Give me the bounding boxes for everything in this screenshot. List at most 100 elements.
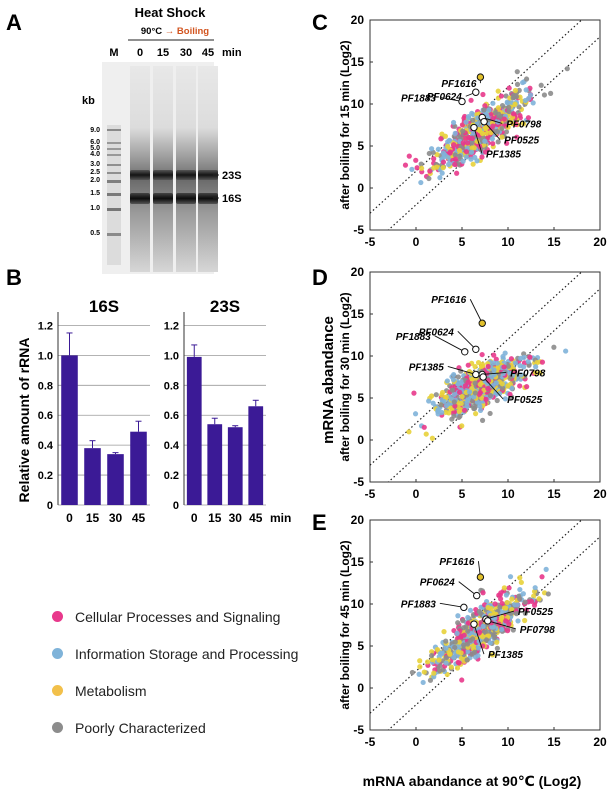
y-tick-label: 0 [357,433,364,447]
data-point [471,145,477,151]
gene-label: PF0624 [427,92,462,103]
data-point [431,156,437,162]
data-point [517,575,523,581]
y-tick-label: 0.4 [164,440,180,452]
data-point [452,156,459,162]
leader-line [487,620,516,630]
data-point [484,130,490,136]
data-point [416,671,422,677]
x-axis-label: min [270,511,291,525]
data-point [497,596,504,602]
data-point [418,179,424,186]
highlight-point [478,319,486,327]
y-tick-label: 0 [357,181,364,195]
data-point [521,121,527,127]
y-axis-label: after boiling for 45 min (Log2) [338,540,352,709]
data-point [464,403,470,409]
data-point [465,620,471,626]
data-point [492,634,498,641]
data-point [499,125,505,132]
leader-line [482,376,504,400]
data-point [460,625,467,631]
data-point [490,100,496,106]
y-tick-label: 5 [357,139,364,153]
gel-time-unit: min [222,47,242,59]
gene-label: PF1616 [431,295,466,306]
data-point [532,585,538,591]
data-point [506,585,512,591]
data-point [450,119,457,126]
data-point [443,654,450,661]
gel-size-labels: 9.0 6.05.04.0 3.02.52.0 1.5 1.0 0.5 [90,127,100,237]
data-point [537,370,543,376]
data-point [450,377,457,383]
x-tick-label: 30 [229,511,243,525]
x-tick-label: 45 [249,511,263,525]
data-points [409,566,551,686]
x-tick-label: 15 [547,735,561,749]
y-tick-label: 10 [351,97,365,111]
data-point [501,116,507,122]
x-tick-label: -5 [365,235,376,249]
data-point [496,111,502,117]
data-point [522,610,528,616]
gene-label: PF1616 [441,79,476,90]
leader-line [473,624,485,655]
bar [227,427,243,505]
gel-lane-label: 45 [202,47,214,59]
data-point [494,645,500,651]
data-point [447,651,453,657]
data-point [522,617,528,624]
data-point [499,626,505,632]
data-point [474,158,480,164]
data-point [514,134,520,140]
data-point [446,410,452,416]
highlight-point [480,117,488,126]
data-point [469,135,475,142]
data-point [439,131,445,137]
data-point [538,82,544,88]
data-point [527,354,533,360]
gene-label: PF0525 [504,136,539,147]
data-point [477,381,483,388]
data-point [434,152,440,158]
data-point [503,618,509,624]
data-point [510,366,516,372]
data-point [490,140,496,147]
data-point [479,417,486,423]
gel-size-label: 1.5 [90,190,100,197]
y-tick-label: 20 [351,513,365,527]
data-point [427,168,433,174]
data-point [427,677,434,683]
bar [207,424,223,505]
data-point [472,411,479,417]
data-point [490,123,496,129]
data-point [413,157,419,163]
data-point [451,391,457,398]
data-point [543,566,549,572]
gel-band-16s [130,193,150,204]
data-point [462,383,469,389]
data-point [506,104,512,111]
x-tick-label: 10 [501,235,515,249]
data-point [440,165,446,171]
data-point [517,113,523,119]
leader-line [482,372,507,375]
data-point [426,398,432,404]
data-point [493,356,499,362]
data-point [465,362,471,368]
gene-label: PF0798 [506,119,541,130]
x-tick-label: 15 [547,487,561,501]
gel-size-label: 9.0 [90,127,100,134]
y-tick-label: -5 [353,723,364,737]
bar-chart-title: 16S [89,297,119,316]
data-point [455,613,461,619]
gene-label: PF1616 [439,557,474,568]
data-point [499,134,505,140]
data-points [402,66,570,186]
data-point [467,637,474,644]
data-point [521,354,527,361]
data-point [502,396,508,402]
legend-item-metabolism: Metabolism [52,672,298,709]
